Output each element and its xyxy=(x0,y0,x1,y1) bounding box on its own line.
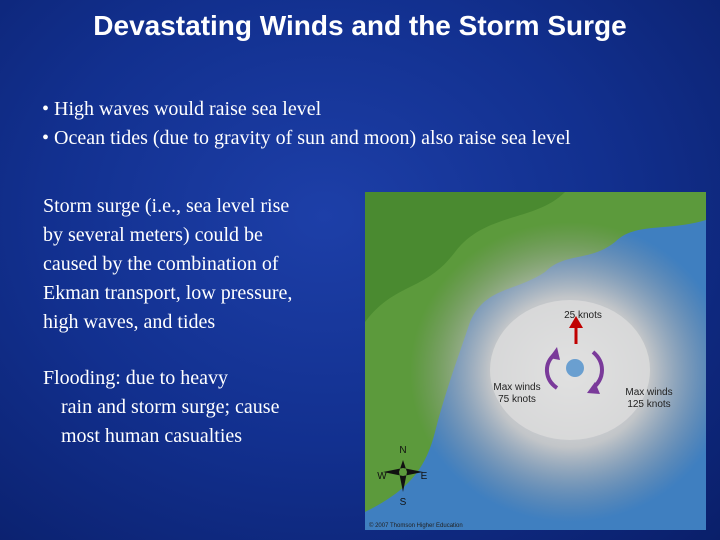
land xyxy=(365,192,706,512)
compass-label: E xyxy=(421,471,428,482)
compass-label: S xyxy=(400,497,407,508)
storm-eye xyxy=(566,359,584,377)
arrowhead xyxy=(549,347,560,360)
line: rain and storm surge; cause xyxy=(61,396,280,418)
arrowhead xyxy=(587,382,600,394)
compass xyxy=(383,460,423,492)
line: caused by the combination of xyxy=(43,253,279,275)
land-relief xyxy=(365,192,565,322)
compass-label: N xyxy=(399,445,406,456)
line: most human casualties xyxy=(61,425,243,447)
wind-label: Max winds xyxy=(625,387,672,398)
line: high waves, and tides xyxy=(43,311,216,333)
bullet: • Ocean tides (due to gravity of sun and… xyxy=(42,127,571,149)
paragraph: Flooding: due to heavy rain and storm su… xyxy=(43,364,279,451)
line: by several meters) could be xyxy=(43,224,263,246)
hurricane-figure: 25 knots Max winds 75 knots Max winds 12… xyxy=(365,192,706,530)
bullet-list: • High waves would raise sea level • Oce… xyxy=(42,95,571,153)
arrowhead xyxy=(569,316,583,328)
wind-label: 125 knots xyxy=(627,399,670,410)
line: Storm surge (i.e., sea level rise xyxy=(43,195,290,217)
slide-title: Devastating Winds and the Storm Surge xyxy=(93,10,627,41)
wind-label: Max winds xyxy=(493,382,540,393)
bullet: • High waves would raise sea level xyxy=(42,98,322,120)
line: Ekman transport, low pressure, xyxy=(43,282,293,304)
paragraph: Storm surge (i.e., sea level rise by sev… xyxy=(43,192,292,337)
compass-label: W xyxy=(377,471,387,482)
credit: © 2007 Thomson Higher Education xyxy=(369,522,463,529)
line: Flooding: due to heavy xyxy=(43,367,228,389)
wind-label: 75 knots xyxy=(498,394,536,405)
wind-label: 25 knots xyxy=(564,310,602,321)
